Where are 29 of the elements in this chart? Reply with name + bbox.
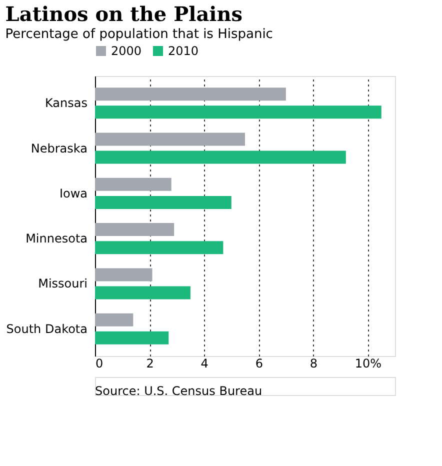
bar xyxy=(95,88,286,101)
bar xyxy=(95,132,245,146)
x-tick-label: 2 xyxy=(146,356,154,370)
source-note: Source: U.S. Census Bureau xyxy=(95,384,262,398)
bar xyxy=(95,196,232,209)
legend-label: 2010 xyxy=(168,44,199,58)
bar xyxy=(95,313,134,326)
x-tick-label: 0 xyxy=(96,356,104,370)
y-tick-label: Kansas xyxy=(45,96,88,110)
bar xyxy=(95,268,152,282)
bar xyxy=(95,106,382,119)
x-tick-label: 6 xyxy=(255,356,263,370)
y-tick-label: Minnesota xyxy=(26,232,88,246)
y-tick-label: Nebraska xyxy=(30,141,88,156)
x-tick-label: 4 xyxy=(200,356,208,370)
bar xyxy=(95,223,174,236)
bar xyxy=(95,178,172,191)
x-tick-label: 8 xyxy=(310,356,318,370)
bar xyxy=(95,241,224,254)
legend-label: 2000 xyxy=(111,44,142,58)
bar xyxy=(95,331,169,344)
y-tick-label: South Dakota xyxy=(6,322,88,336)
chart-title: Latinos on the Plains xyxy=(5,2,243,26)
chart-subtitle: Percentage of population that is Hispanic xyxy=(5,27,273,42)
y-tick-label: Iowa xyxy=(59,186,88,200)
y-tick-label: Missouri xyxy=(38,276,88,291)
bar xyxy=(95,286,190,300)
x-tick-label: 10% xyxy=(354,356,382,370)
bar xyxy=(95,150,346,164)
